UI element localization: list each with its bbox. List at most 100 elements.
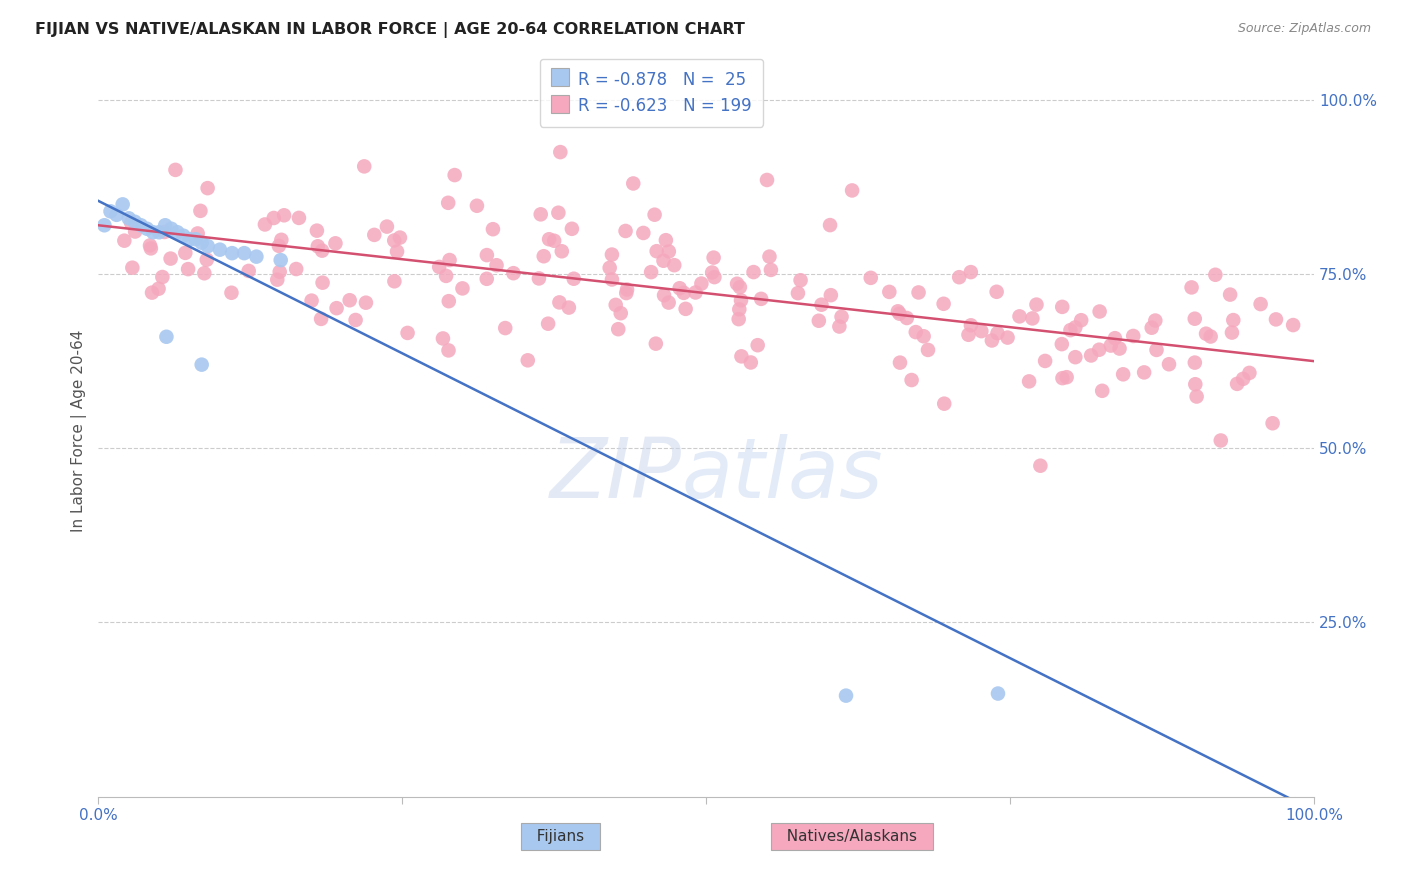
Point	[841, 183, 863, 197]
Point	[325, 301, 347, 315]
Point	[550, 145, 572, 160]
Point	[1122, 329, 1144, 343]
Point	[1146, 343, 1168, 357]
Point	[644, 336, 666, 351]
Point	[658, 244, 681, 259]
Point	[190, 203, 212, 218]
Point	[136, 221, 159, 235]
Point	[190, 358, 212, 372]
Point	[179, 232, 201, 246]
Point	[1209, 434, 1232, 448]
Point	[165, 162, 187, 177]
Point	[187, 227, 209, 241]
Point	[93, 219, 115, 233]
Point	[551, 244, 574, 259]
Point	[658, 295, 681, 310]
Point	[124, 225, 146, 239]
Point	[266, 273, 288, 287]
Point	[139, 241, 162, 255]
Point	[889, 307, 911, 321]
Point	[1232, 372, 1254, 386]
Point	[747, 338, 769, 352]
Point	[932, 297, 955, 311]
Point	[111, 197, 134, 211]
Point	[599, 260, 621, 275]
Point	[1050, 337, 1073, 351]
Point	[987, 687, 1010, 701]
Point	[621, 177, 644, 191]
Point	[142, 225, 165, 239]
Point	[153, 225, 176, 239]
Point	[177, 262, 200, 277]
Point	[155, 219, 177, 233]
Point	[1199, 329, 1222, 343]
Point	[758, 250, 780, 264]
Point	[685, 285, 707, 300]
Point	[385, 244, 408, 259]
Point	[1282, 318, 1305, 332]
Point	[605, 298, 627, 312]
Point	[148, 282, 170, 296]
Point	[451, 281, 474, 295]
Point	[1144, 313, 1167, 327]
Point	[172, 228, 194, 243]
Point	[789, 273, 811, 287]
Point	[475, 248, 498, 262]
Point	[740, 355, 762, 369]
Point	[537, 317, 560, 331]
Point	[756, 173, 779, 187]
Point	[562, 271, 585, 285]
Point	[702, 265, 724, 279]
Point	[285, 262, 308, 277]
Point	[896, 311, 918, 326]
Point	[375, 219, 398, 234]
Point	[139, 238, 162, 252]
Point	[112, 234, 135, 248]
Point	[1185, 390, 1208, 404]
Point	[502, 266, 524, 280]
Point	[197, 181, 219, 195]
Point	[1088, 304, 1111, 318]
Point	[818, 218, 841, 232]
Point	[121, 260, 143, 275]
Point	[263, 211, 285, 225]
Point	[301, 293, 323, 308]
Point	[516, 353, 538, 368]
Point	[703, 270, 725, 285]
Point	[353, 160, 375, 174]
Text: ZIP: ZIP	[550, 434, 682, 516]
Point	[253, 218, 276, 232]
Point	[339, 293, 361, 308]
Point	[307, 239, 329, 253]
Point	[1184, 311, 1206, 326]
Point	[150, 270, 173, 285]
Point	[934, 397, 956, 411]
Point	[311, 276, 333, 290]
Point	[465, 199, 488, 213]
Point	[664, 258, 686, 272]
Point	[887, 304, 910, 318]
Point	[879, 285, 901, 299]
Point	[270, 253, 292, 268]
Point	[485, 258, 508, 272]
Point	[912, 329, 935, 343]
Point	[269, 265, 291, 279]
Point	[652, 288, 675, 302]
Point	[957, 327, 980, 342]
Point	[354, 295, 377, 310]
Point	[742, 265, 765, 279]
Point	[600, 272, 623, 286]
Point	[1064, 320, 1087, 334]
Point	[889, 356, 911, 370]
Point	[1140, 320, 1163, 334]
Point	[1226, 376, 1249, 391]
Point	[675, 301, 697, 316]
Point	[538, 232, 561, 246]
Point	[1184, 377, 1206, 392]
Point	[831, 310, 853, 324]
Point	[807, 314, 830, 328]
Point	[1033, 354, 1056, 368]
Point	[1052, 371, 1074, 385]
Point	[1064, 350, 1087, 364]
Point	[1239, 366, 1261, 380]
